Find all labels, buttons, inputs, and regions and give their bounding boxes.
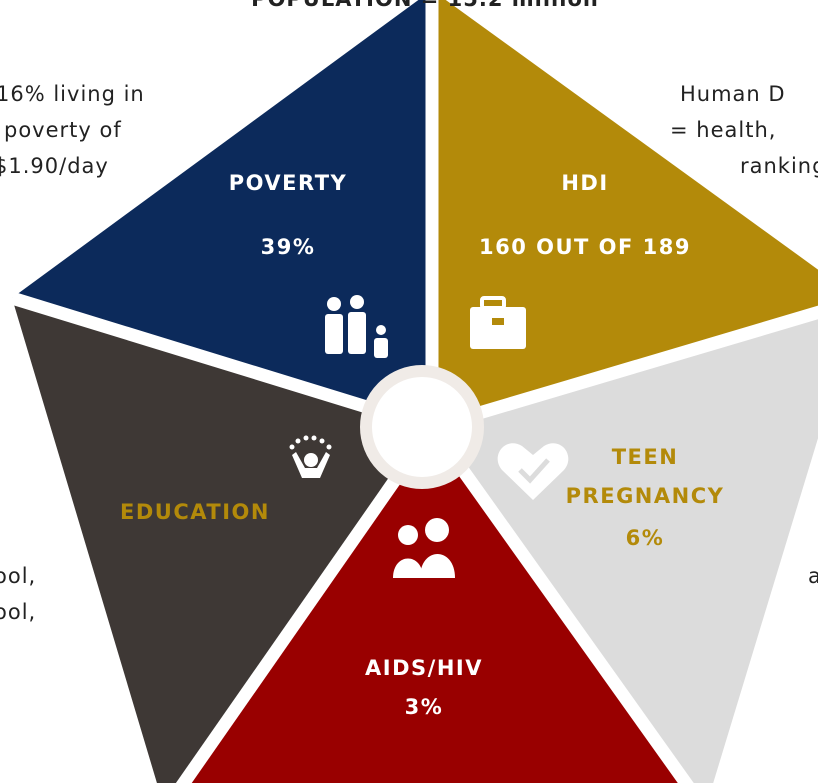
people-icon bbox=[393, 518, 455, 578]
segment-value: 39% bbox=[261, 235, 316, 259]
briefcase-icon bbox=[470, 296, 526, 349]
note: Human D bbox=[680, 82, 786, 106]
segment-value: 160 OUT OF 189 bbox=[479, 235, 691, 259]
title: POPULATION = 15.2 million bbox=[251, 0, 599, 11]
hdi-wedge bbox=[432, 0, 818, 427]
center-circle bbox=[360, 365, 484, 489]
note: ool, bbox=[0, 600, 36, 624]
aids-wedge bbox=[183, 427, 686, 783]
segment-value: 6% bbox=[626, 526, 665, 550]
segment-label: EDUCATION bbox=[120, 500, 270, 524]
celebration-icon bbox=[289, 435, 332, 478]
segment-value: 3% bbox=[405, 695, 444, 719]
note: 16% living in bbox=[0, 82, 145, 106]
family-icon bbox=[325, 295, 388, 358]
note: = health, bbox=[670, 118, 776, 142]
note: ool, bbox=[0, 564, 36, 588]
segment-label: TEEN bbox=[612, 445, 679, 469]
segment-label: HDI bbox=[561, 171, 608, 195]
teen-pregnancy-wedge bbox=[432, 312, 818, 783]
education-wedge bbox=[12, 298, 432, 783]
note: $1.90/day bbox=[0, 154, 109, 178]
segment-label: AIDS/HIV bbox=[365, 656, 483, 680]
segment-label: PREGNANCY bbox=[566, 484, 725, 508]
separators bbox=[10, 0, 818, 783]
note: poverty of bbox=[4, 118, 122, 142]
heart-icon bbox=[497, 443, 569, 500]
segment-label: POVERTY bbox=[229, 171, 348, 195]
note: a bbox=[808, 564, 818, 588]
note: ranking bbox=[740, 154, 818, 178]
